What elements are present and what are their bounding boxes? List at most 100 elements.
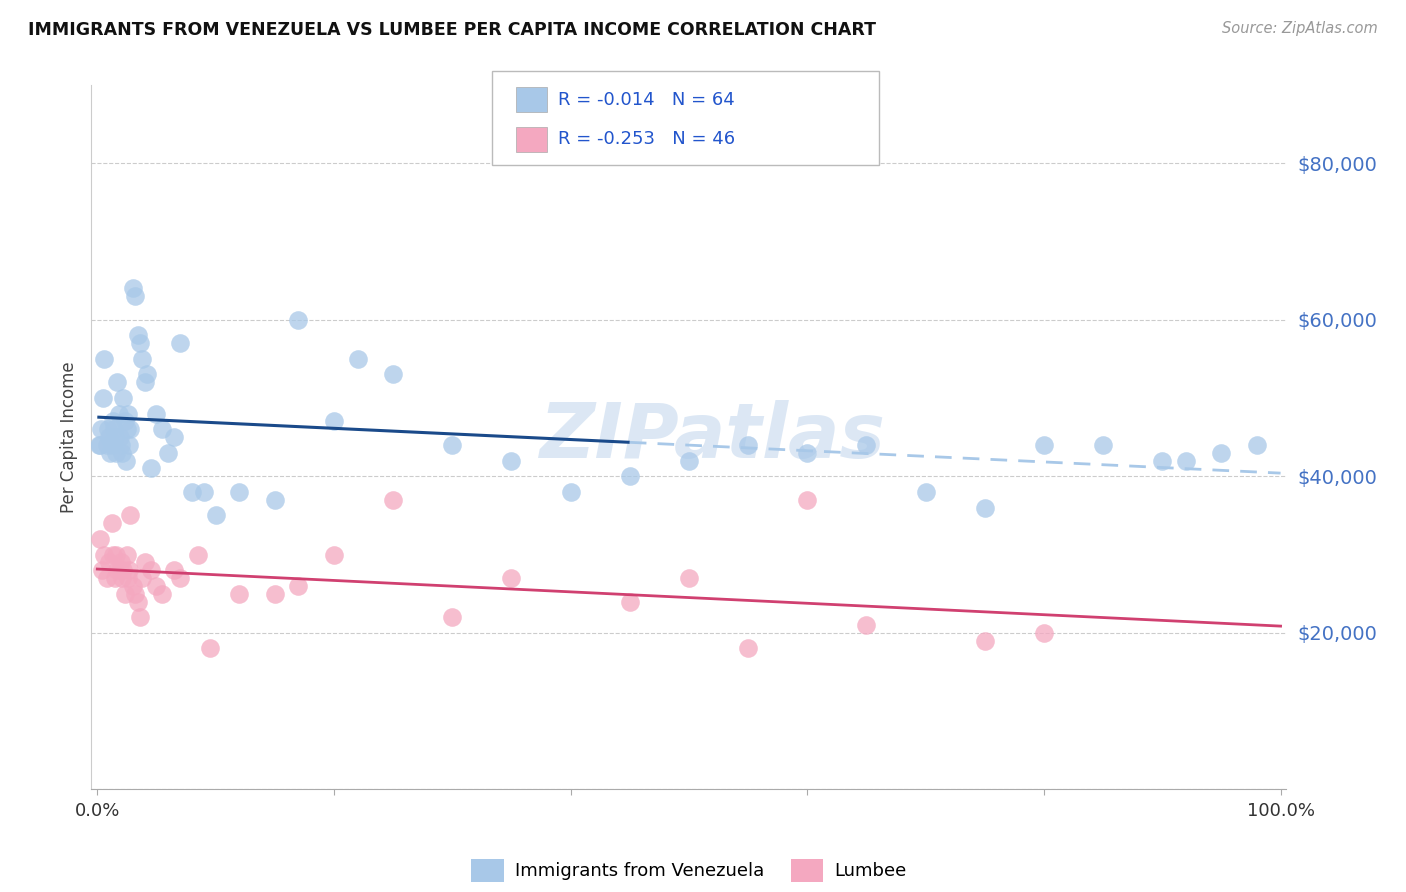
Point (114, 453, 136, 467)
Point (973, 633, 995, 648)
Point (263, 587, 285, 601)
Point (169, 571, 191, 585)
Point (678, 453, 700, 467)
Point (118, 563, 141, 577)
Point (145, 579, 167, 593)
Point (163, 430, 186, 444)
Point (193, 484, 215, 499)
Point (323, 548, 346, 562)
Point (107, 563, 129, 577)
Point (1211, 446, 1233, 460)
Point (441, 438, 464, 452)
Point (346, 351, 368, 366)
Point (98, 446, 121, 460)
Point (228, 484, 250, 499)
Point (501, 453, 523, 467)
Point (110, 438, 132, 452)
Point (107, 376, 129, 390)
Point (1032, 438, 1054, 452)
Point (100, 516, 122, 531)
Point (501, 571, 523, 585)
Legend: Immigrants from Venezuela, Lumbee: Immigrants from Venezuela, Lumbee (464, 851, 914, 889)
Point (150, 422, 173, 436)
Point (1174, 453, 1197, 467)
Point (737, 438, 759, 452)
Y-axis label: Per Capita Income: Per Capita Income (59, 361, 77, 513)
Point (108, 563, 131, 577)
Point (1032, 625, 1054, 640)
Point (382, 492, 405, 507)
Point (121, 579, 143, 593)
Point (382, 368, 405, 382)
Point (111, 571, 134, 585)
Point (287, 579, 309, 593)
Point (120, 422, 142, 436)
Point (89, 532, 111, 546)
Point (131, 351, 153, 366)
Point (90, 422, 112, 436)
Point (124, 587, 146, 601)
Point (91, 563, 114, 577)
Point (121, 281, 143, 295)
Point (107, 407, 129, 421)
Point (120, 508, 142, 523)
Point (87, 438, 110, 452)
Point (91, 391, 114, 405)
Point (89, 438, 111, 452)
Point (117, 407, 139, 421)
Point (108, 430, 131, 444)
Point (96, 571, 118, 585)
Point (98, 430, 121, 444)
Point (973, 500, 995, 515)
Point (228, 587, 250, 601)
Point (855, 438, 877, 452)
Point (96, 438, 118, 452)
Point (796, 492, 818, 507)
Point (287, 312, 309, 326)
Point (131, 571, 153, 585)
Point (115, 548, 138, 562)
Point (678, 571, 700, 585)
Text: Source: ZipAtlas.com: Source: ZipAtlas.com (1222, 21, 1378, 37)
Point (1092, 438, 1115, 452)
Point (117, 571, 139, 585)
Point (105, 548, 128, 562)
Point (127, 328, 149, 343)
Point (163, 563, 186, 577)
Point (104, 571, 127, 585)
Point (134, 376, 156, 390)
Point (98, 555, 121, 569)
Point (110, 555, 132, 569)
Point (169, 336, 191, 351)
Point (118, 438, 141, 452)
Text: R = -0.014   N = 64: R = -0.014 N = 64 (558, 91, 735, 109)
Point (115, 422, 138, 436)
Point (323, 414, 346, 428)
Point (100, 438, 122, 452)
Point (101, 414, 124, 428)
Point (114, 414, 136, 428)
Point (129, 336, 152, 351)
Point (134, 555, 156, 569)
Point (136, 368, 159, 382)
Point (560, 484, 582, 499)
Point (181, 484, 204, 499)
Text: ZIPatlas: ZIPatlas (540, 401, 886, 474)
Point (150, 587, 173, 601)
Point (103, 422, 125, 436)
Text: IMMIGRANTS FROM VENEZUELA VS LUMBEE PER CAPITA INCOME CORRELATION CHART: IMMIGRANTS FROM VENEZUELA VS LUMBEE PER … (28, 21, 876, 39)
Point (914, 484, 936, 499)
Point (204, 508, 226, 523)
Text: R = -0.253   N = 46: R = -0.253 N = 46 (558, 130, 735, 148)
Point (855, 618, 877, 632)
Point (127, 594, 149, 608)
Point (111, 446, 134, 460)
Point (139, 461, 162, 475)
Point (619, 469, 641, 483)
Point (441, 610, 464, 624)
Point (114, 587, 136, 601)
Point (145, 407, 167, 421)
Point (101, 548, 124, 562)
Point (129, 610, 152, 624)
Point (187, 548, 209, 562)
